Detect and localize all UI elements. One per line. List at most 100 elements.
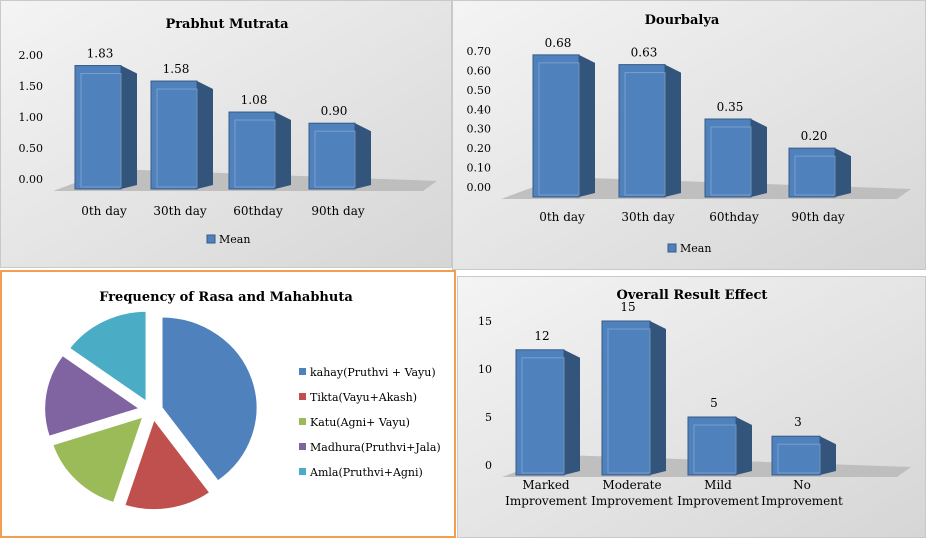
- x-tick-label: Moderate: [602, 478, 661, 492]
- y-tick-label: 1.50: [19, 80, 44, 93]
- y-tick-label: 2.00: [19, 49, 44, 62]
- bar-edge: [777, 443, 821, 474]
- x-tick-label: Mild: [704, 478, 732, 492]
- chart-overall-result: Overall Result Effect 0 5 10 15 12 Marked Impro…: [478, 288, 911, 508]
- bar: [618, 64, 666, 198]
- y-tick-label: 10: [478, 363, 492, 376]
- x-tick-label: Improvement: [505, 494, 587, 508]
- y-tick-label: 0.50: [467, 84, 492, 97]
- legend-label: kahay(Pruthvi + Vayu): [310, 366, 436, 379]
- bar-edge: [693, 424, 737, 474]
- x-tick-label: Improvement: [761, 494, 843, 508]
- bar: [532, 54, 580, 198]
- legend-swatch: [299, 418, 306, 425]
- bar-edge: [538, 62, 580, 196]
- y-tick-label: 0.20: [467, 142, 492, 155]
- legend-swatch: [299, 368, 306, 375]
- data-label: 1.08: [241, 93, 268, 107]
- bar-edge: [607, 328, 651, 474]
- bar-side: [121, 65, 137, 189]
- data-label: 1.83: [87, 47, 114, 61]
- data-label: 0.68: [545, 36, 572, 50]
- bar-edge: [80, 73, 122, 188]
- chart-rasa-mahabhuta: Frequency of Rasa and Mahabhuta kahay(Pru…: [43, 290, 441, 512]
- y-tick-label: 15: [478, 315, 492, 328]
- bar-side: [564, 349, 580, 475]
- legend-swatch: [299, 443, 306, 450]
- chart-panel-rasa-mahabhuta: Frequency of Rasa and Mahabhuta kahay(Pru…: [0, 270, 456, 538]
- data-label: 3: [794, 415, 802, 429]
- data-label: 0.63: [631, 46, 658, 60]
- bar-side: [355, 123, 371, 189]
- y-tick-label: 5: [485, 411, 492, 424]
- y-tick-label: 0: [485, 459, 492, 472]
- pie-slice: [122, 416, 212, 512]
- y-tick-label: 0.70: [467, 45, 492, 58]
- bar-side: [197, 81, 213, 189]
- bar: [515, 349, 565, 476]
- legend-label: Amla(Pruthvi+Agni): [309, 466, 423, 479]
- legend-swatch: [299, 468, 306, 475]
- chart-panel-prabhut-mutrata: Prabhut Mutrata 0.00 0.50 1.00 1.50 2.00 1.83 0…: [0, 0, 452, 268]
- y-tick-label: 0.60: [467, 64, 492, 77]
- chart-prabhut-mutrata: Prabhut Mutrata 0.00 0.50 1.00 1.50 2.00 1.83 0…: [19, 17, 437, 246]
- y-tick-label: 0.50: [19, 142, 44, 155]
- y-tick-label: 0.00: [467, 181, 492, 194]
- pie-slice: [43, 353, 143, 439]
- data-label: 1.58: [163, 62, 190, 76]
- bar: [788, 147, 836, 198]
- legend-label: Mean: [219, 233, 250, 246]
- chart-panel-dourbalya: Dourbalya 0.00 0.10 0.20 0.30 0.40 0.50 0.60 0.7…: [452, 0, 926, 270]
- data-label: 15: [620, 300, 635, 314]
- x-tick-label: 30th day: [153, 204, 206, 218]
- x-tick-label: No: [793, 478, 811, 492]
- y-tick-label: 1.00: [19, 111, 44, 124]
- x-tick-label: 90th day: [311, 204, 364, 218]
- legend-swatch: [667, 243, 677, 253]
- bar: [687, 416, 737, 476]
- x-tick-label: 0th day: [539, 210, 585, 224]
- bar: [704, 118, 752, 198]
- x-tick-label: Improvement: [677, 494, 759, 508]
- pie-slice: [67, 309, 148, 404]
- bar-edge: [234, 119, 276, 188]
- data-label: 12: [534, 329, 549, 343]
- x-tick-label: 30th day: [621, 210, 674, 224]
- bar-side: [751, 119, 767, 197]
- x-tick-label: 60thday: [709, 210, 759, 224]
- x-tick-label: 0th day: [81, 204, 127, 218]
- bar: [601, 320, 651, 476]
- bar: [771, 435, 821, 476]
- chart-panel-overall-result: Overall Result Effect 0 5 10 15 12 Marked Impro…: [457, 276, 926, 538]
- bar: [308, 122, 356, 190]
- bar-edge: [156, 88, 198, 188]
- bar-side: [736, 417, 752, 475]
- chart-dourbalya: Dourbalya 0.00 0.10 0.20 0.30 0.40 0.50 0.60 0.7…: [467, 13, 911, 255]
- bar-edge: [521, 357, 565, 474]
- chart-title: Prabhut Mutrata: [165, 17, 289, 32]
- data-label: 0.90: [321, 104, 348, 118]
- bar: [150, 80, 198, 190]
- bar-side: [820, 436, 836, 475]
- x-tick-label: Marked: [522, 478, 570, 492]
- bar: [74, 65, 122, 190]
- pie-slice: [160, 315, 259, 483]
- legend-label: Katu(Agni+ Vayu): [310, 416, 410, 429]
- bar-edge: [314, 130, 356, 188]
- x-tick-label: 90th day: [791, 210, 844, 224]
- pie-slice: [50, 414, 146, 505]
- legend-swatch: [206, 234, 216, 244]
- bar-side: [835, 148, 851, 197]
- x-tick-label: Improvement: [591, 494, 673, 508]
- legend-swatch: [299, 393, 306, 400]
- data-label: 0.35: [717, 100, 744, 114]
- data-label: 0.20: [801, 129, 828, 143]
- chart-title: Frequency of Rasa and Mahabhuta: [99, 290, 353, 305]
- y-tick-label: 0.30: [467, 123, 492, 136]
- bar-edge: [624, 72, 666, 196]
- bar-edge: [710, 126, 752, 196]
- chart-title: Overall Result Effect: [617, 288, 768, 303]
- bar: [228, 111, 276, 190]
- chart-title: Dourbalya: [645, 13, 720, 28]
- y-tick-label: 0.10: [467, 162, 492, 175]
